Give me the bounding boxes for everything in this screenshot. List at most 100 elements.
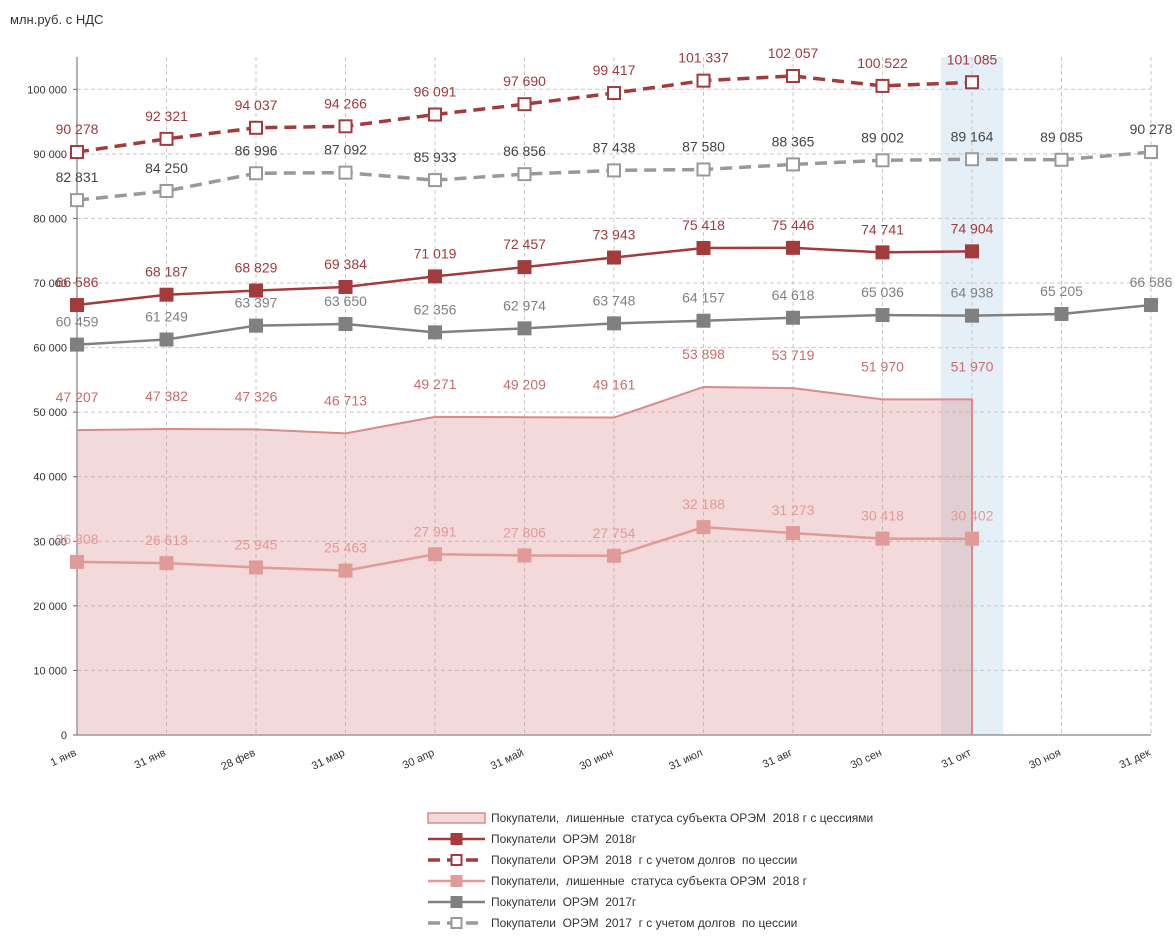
legend-swatch — [427, 812, 486, 824]
x-tick-label: 31 май — [489, 747, 526, 773]
data-label: 49 209 — [503, 376, 546, 392]
data-label: 89 164 — [951, 128, 994, 144]
data-label: 65 205 — [1040, 283, 1083, 299]
legend-marker — [450, 917, 463, 929]
marker — [607, 316, 621, 331]
marker — [428, 269, 442, 284]
marker — [428, 107, 442, 122]
data-label: 64 618 — [772, 287, 815, 303]
data-label: 27 754 — [593, 525, 636, 541]
marker — [70, 145, 84, 160]
data-label: 49 271 — [414, 376, 457, 392]
marker — [428, 325, 442, 340]
marker — [517, 548, 532, 563]
data-label: 99 417 — [593, 62, 636, 78]
legend-label: Покупатели ОРЭМ 2018 г с учетом долгов п… — [491, 853, 797, 867]
marker — [965, 531, 979, 546]
x-tick-label: 31 мар — [310, 747, 347, 773]
data-label: 82 831 — [56, 169, 99, 185]
marker — [1054, 306, 1069, 321]
data-label: 90 278 — [56, 121, 99, 137]
data-label: 63 397 — [235, 295, 278, 311]
data-label: 94 037 — [235, 97, 278, 113]
legend-marker — [450, 833, 463, 845]
legend-label: Покупатели ОРЭМ 2017 г с учетом долгов п… — [491, 916, 797, 930]
y-tick-label: 30 000 — [33, 536, 67, 548]
legend-label: Покупатели ОРЭМ 2018г — [491, 832, 637, 846]
data-label: 86 856 — [503, 143, 546, 159]
marker — [1144, 298, 1158, 313]
marker — [875, 153, 890, 168]
data-label: 72 457 — [503, 236, 546, 252]
marker — [338, 165, 353, 180]
x-tick-label: 31 дек — [1118, 747, 1153, 772]
x-tick-label: 31 авг — [761, 747, 794, 771]
data-label: 75 418 — [682, 217, 725, 233]
marker — [428, 547, 442, 562]
x-tick-label: 28 фев — [219, 747, 257, 773]
data-label: 92 321 — [145, 108, 188, 124]
data-label: 51 970 — [951, 358, 994, 374]
data-label: 26 808 — [56, 531, 99, 547]
data-label: 66 586 — [1130, 274, 1173, 290]
data-label: 27 806 — [503, 524, 546, 540]
marker — [965, 244, 979, 259]
data-label: 66 586 — [56, 274, 99, 290]
data-label: 96 091 — [414, 84, 457, 100]
marker — [965, 75, 979, 90]
marker — [607, 548, 621, 563]
data-label: 74 741 — [861, 221, 904, 237]
y-tick-label: 0 — [61, 730, 67, 742]
marker — [159, 183, 174, 198]
y-tick-label: 40 000 — [33, 472, 67, 484]
marker — [159, 287, 174, 302]
marker — [786, 157, 800, 172]
data-label: 101 337 — [678, 50, 729, 66]
x-tick-label: 31 окт — [940, 747, 974, 771]
y-tick-label: 20 000 — [33, 601, 67, 613]
data-label: 53 898 — [682, 346, 725, 362]
y-tick-label: 60 000 — [33, 343, 67, 355]
marker — [786, 240, 800, 255]
data-label: 64 157 — [682, 290, 725, 306]
marker — [159, 556, 174, 571]
data-label: 74 904 — [951, 220, 994, 236]
y-tick-label: 70 000 — [33, 278, 67, 290]
y-tick-label: 10 000 — [33, 665, 67, 677]
data-label: 30 402 — [951, 508, 994, 524]
data-label: 60 459 — [56, 314, 99, 330]
data-label: 30 418 — [861, 508, 904, 524]
marker — [249, 318, 263, 333]
area-edge — [76, 385, 973, 735]
data-label: 84 250 — [145, 160, 188, 176]
x-tick-label: 1 янв — [49, 747, 79, 769]
x-tick-label: 30 апр — [401, 747, 436, 772]
marker — [1144, 145, 1158, 160]
marker — [875, 245, 890, 260]
data-label: 87 438 — [593, 139, 636, 155]
marker — [965, 308, 979, 323]
marker — [875, 78, 890, 93]
y-tick-label: 80 000 — [33, 213, 67, 225]
data-label: 62 974 — [503, 297, 546, 313]
data-label: 71 019 — [414, 245, 457, 261]
data-label: 63 650 — [324, 293, 367, 309]
data-label: 87 580 — [682, 138, 725, 154]
data-label: 47 207 — [56, 389, 99, 405]
marker — [249, 560, 263, 575]
data-label: 69 384 — [324, 256, 367, 272]
legend-label: Покупатели, лишенные статуса субъекта ОР… — [491, 811, 873, 825]
data-label: 89 002 — [861, 129, 904, 145]
data-label: 26 613 — [145, 532, 188, 548]
data-label: 53 719 — [772, 347, 815, 363]
legend-label: Покупатели, лишенные статуса субъекта ОР… — [491, 874, 808, 888]
marker — [249, 166, 263, 181]
marker — [249, 120, 263, 135]
marker — [70, 193, 84, 208]
y-unit-label: млн.руб. с НДС — [10, 12, 103, 27]
data-label: 47 326 — [235, 388, 278, 404]
data-label: 75 446 — [772, 217, 815, 233]
data-label: 47 382 — [145, 388, 188, 404]
marker — [1054, 152, 1069, 167]
